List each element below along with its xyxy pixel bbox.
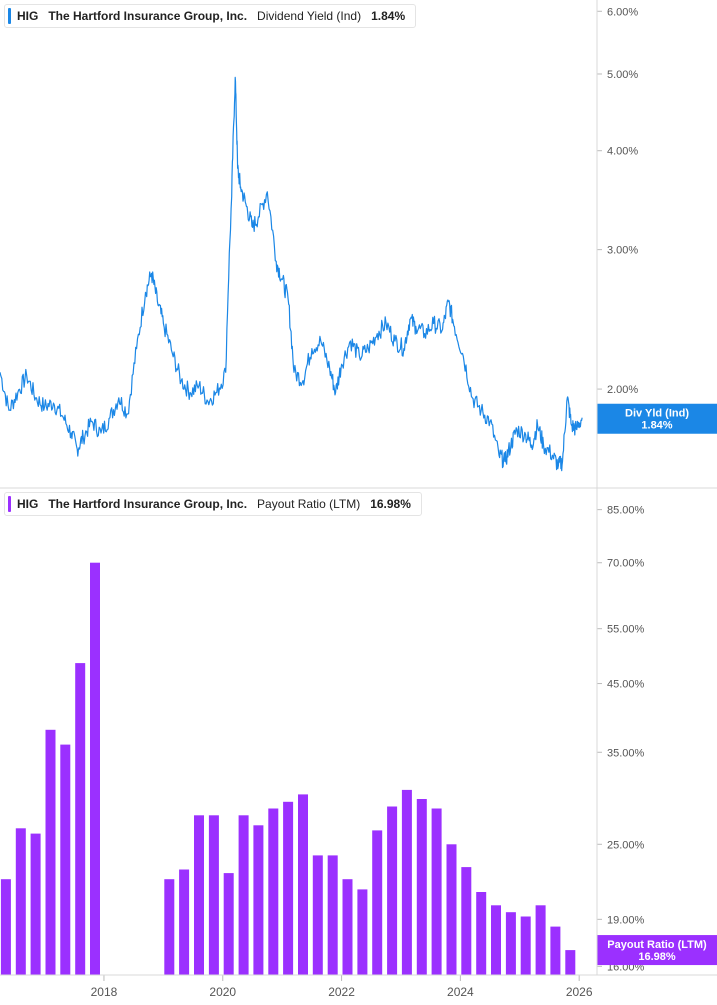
x-tick-label: 2026	[566, 985, 593, 999]
y-tick-label: 5.00%	[607, 69, 638, 81]
payout-bar	[179, 869, 190, 975]
y-tick-label: 55.00%	[607, 624, 645, 636]
legend-company: The Hartford Insurance Group, Inc.	[48, 497, 248, 511]
payout-bar	[194, 815, 204, 975]
payout-bar	[401, 789, 412, 975]
payout-bar	[565, 950, 576, 975]
payout-ratio-legend: HIG The Hartford Insurance Group, Inc. P…	[4, 492, 422, 516]
legend-ticker: HIG	[17, 497, 39, 511]
y-tick-label: 19.00%	[607, 914, 645, 926]
dividend-yield-line	[0, 76, 583, 472]
payout-bar	[416, 799, 427, 975]
payout-bar	[208, 815, 219, 975]
legend-ticker: HIG	[17, 9, 39, 23]
payout-bar	[387, 806, 398, 975]
badge-value: 1.84%	[641, 420, 672, 432]
legend-current-value: 16.98%	[370, 497, 411, 511]
payout-bar	[90, 562, 100, 975]
y-tick-label: 35.00%	[607, 747, 645, 759]
payout-bar	[253, 825, 264, 975]
y-tick-label: 3.00%	[607, 245, 638, 257]
payout-bar	[372, 830, 383, 975]
legend-current-value: 1.84%	[371, 9, 406, 23]
badge-label: Payout Ratio (LTM)	[607, 939, 707, 951]
payout-bar	[476, 892, 487, 975]
payout-bar	[312, 855, 323, 975]
payout-ratio-badge	[597, 935, 717, 966]
x-tick-label: 2022	[328, 985, 355, 999]
payout-bar	[491, 905, 501, 975]
payout-bar	[238, 815, 249, 975]
payout-bar	[535, 905, 546, 975]
dividend-yield-legend: HIG The Hartford Insurance Group, Inc. D…	[4, 4, 417, 28]
payout-bar	[550, 926, 561, 975]
payout-bar	[15, 828, 26, 975]
payout-ratio-panel: 85.00% 70.00% 55.00% 45.00% 35.00% 25.00% 19.0…	[0, 505, 717, 975]
y-tick-label: 85.00%	[607, 505, 645, 517]
payout-bar	[505, 912, 516, 975]
payout-bar	[75, 663, 86, 975]
y-tick-label: 6.00%	[607, 6, 638, 18]
y-tick-label: 45.00%	[607, 679, 645, 691]
x-tick-label: 2018	[91, 985, 118, 999]
payout-bar	[461, 867, 472, 975]
legend-metric: Payout Ratio (LTM)	[257, 497, 361, 511]
payout-bar	[30, 833, 41, 975]
y-tick-label: 4.00%	[607, 146, 638, 158]
payout-bar	[45, 729, 56, 975]
payout-bar	[520, 916, 531, 975]
payout-bar	[342, 879, 353, 975]
payout-bar	[446, 844, 457, 975]
payout-bar	[268, 808, 279, 975]
series-color-marker	[8, 8, 11, 24]
badge-label: Div Yld (Ind)	[625, 408, 689, 420]
y-tick-label: 25.00%	[607, 839, 645, 851]
series-color-marker	[8, 496, 11, 512]
payout-bar	[431, 808, 442, 975]
payout-bar	[60, 744, 71, 975]
dividend-yield-badge	[597, 403, 717, 434]
payout-bar	[283, 801, 294, 975]
dividend-yield-panel: 6.00%5.00%4.00%3.00%2.00%Div Yld (Ind)1.…	[0, 6, 717, 472]
payout-bar	[357, 889, 368, 975]
payout-bar	[223, 873, 234, 975]
legend-company: The Hartford Insurance Group, Inc.	[48, 9, 248, 23]
badge-value: 16.98%	[638, 951, 676, 963]
y-tick-label: 70.00%	[607, 558, 645, 570]
x-tick-label: 2024	[447, 985, 474, 999]
payout-bar	[0, 879, 11, 975]
payout-bar	[164, 879, 175, 975]
legend-metric: Dividend Yield (Ind)	[257, 9, 362, 23]
x-tick-label: 2020	[209, 985, 236, 999]
y-tick-label: 2.00%	[607, 384, 638, 396]
x-axis: 2018 2020 2022 2024 2026	[91, 975, 593, 999]
payout-bar	[298, 794, 308, 975]
payout-bar	[327, 855, 338, 975]
